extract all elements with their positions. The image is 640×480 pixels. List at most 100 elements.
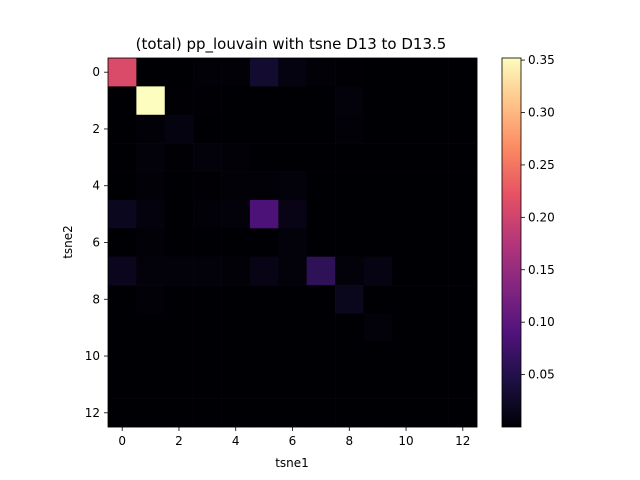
x-tick-label: 8 <box>345 434 353 448</box>
x-axis-label: tsne1 <box>275 456 309 470</box>
heatmap-cell <box>306 256 336 286</box>
heatmap-cell <box>164 199 194 229</box>
heatmap-cell <box>278 143 307 172</box>
x-tick-label: 4 <box>232 434 240 448</box>
y-axis-ticks: 0 2 4 6 8 10 12 <box>85 65 108 420</box>
heatmap-cell <box>306 143 336 172</box>
heatmap-cell <box>420 171 449 201</box>
heatmap-cell <box>420 199 449 229</box>
heatmap-cell <box>391 285 421 314</box>
heatmap-cell <box>391 228 421 257</box>
heatmap-cell <box>249 143 279 172</box>
heatmap-cell <box>420 370 449 399</box>
colorbar-tick-label: 0.35 <box>528 53 555 67</box>
heatmap-cell <box>335 256 364 286</box>
heatmap-cell <box>136 58 166 87</box>
heatmap-cell <box>249 86 279 116</box>
heatmap-cell <box>448 199 478 229</box>
heatmap-cell <box>136 341 166 371</box>
colorbar-tick-label: 0.30 <box>528 106 555 120</box>
heatmap-cell <box>164 143 194 172</box>
heatmap-cell <box>249 256 279 286</box>
heatmap-cell <box>448 86 478 116</box>
heatmap-cell <box>249 171 279 201</box>
heatmap-cell <box>335 370 364 399</box>
y-axis-label: tsne2 <box>61 225 75 259</box>
heatmap-cell <box>249 398 279 428</box>
heatmap-cell <box>448 114 478 144</box>
heatmap-cell <box>448 228 478 257</box>
heatmap-cell <box>164 256 194 286</box>
heatmap-cell <box>278 199 307 229</box>
heatmap-cell <box>448 58 478 87</box>
heatmap-cell <box>448 256 478 286</box>
heatmap-cell <box>363 171 393 201</box>
heatmap-cell <box>448 171 478 201</box>
heatmap-cell <box>193 86 222 116</box>
heatmap-cell <box>363 313 393 343</box>
heatmap-cell <box>306 86 336 116</box>
heatmap-cell <box>306 370 336 399</box>
heatmap-cell <box>136 285 166 314</box>
heatmap-cell <box>335 199 364 229</box>
heatmap-cell <box>391 86 421 116</box>
heatmap-cell <box>108 228 137 257</box>
heatmap-cell <box>221 58 251 87</box>
heatmap-cell <box>136 199 166 229</box>
heatmap-cell <box>363 228 393 257</box>
heatmap-cell <box>448 341 478 371</box>
heatmap-cell <box>221 199 251 229</box>
heatmap-cell <box>278 228 307 257</box>
x-axis-ticks: 0 2 4 6 8 10 12 <box>118 427 470 448</box>
heatmap-cell <box>420 398 449 428</box>
heatmap-cell <box>363 58 393 87</box>
x-tick-label: 2 <box>175 434 183 448</box>
heatmap-cell <box>221 285 251 314</box>
heatmap-cell <box>221 171 251 201</box>
heatmap-cell <box>278 341 307 371</box>
heatmap-cell <box>363 199 393 229</box>
heatmap-cell <box>108 199 137 229</box>
heatmap-cell <box>306 58 336 87</box>
heatmap-cell <box>335 313 364 343</box>
heatmap-cell <box>221 228 251 257</box>
heatmap-cell <box>249 313 279 343</box>
colorbar-tick-label: 0.10 <box>528 315 555 329</box>
colorbar-tick-label: 0.25 <box>528 158 555 172</box>
heatmap-cell <box>335 171 364 201</box>
heatmap-cell <box>335 58 364 87</box>
heatmap-cell <box>193 114 222 144</box>
heatmap-cell <box>335 228 364 257</box>
heatmap-cell <box>335 341 364 371</box>
heatmap-cell <box>221 86 251 116</box>
heatmap-cell <box>363 256 393 286</box>
heatmap-cell <box>249 228 279 257</box>
heatmap-cell <box>363 341 393 371</box>
heatmap-cell <box>391 114 421 144</box>
y-tick-label: 12 <box>85 406 100 420</box>
heatmap-cell <box>391 341 421 371</box>
heatmap-cell <box>164 370 194 399</box>
y-tick-label: 10 <box>85 349 100 363</box>
heatmap-cell <box>108 313 137 343</box>
heatmap-cell <box>193 58 222 87</box>
heatmap-cell <box>164 58 194 87</box>
heatmap-cell <box>193 199 222 229</box>
heatmap-cell <box>108 370 137 399</box>
y-tick-label: 0 <box>92 65 100 79</box>
heatmap-cell <box>108 341 137 371</box>
heatmap-cell <box>164 171 194 201</box>
colorbar-ticks: 0.05 0.10 0.15 0.20 0.25 0.30 0.35 <box>521 53 555 382</box>
heatmap-cell <box>164 398 194 428</box>
heatmap-cell <box>108 171 137 201</box>
heatmap-cell <box>278 114 307 144</box>
heatmap-cell <box>420 114 449 144</box>
heatmap-cell <box>221 398 251 428</box>
heatmap-cell <box>193 143 222 172</box>
heatmap-cell <box>164 228 194 257</box>
heatmap-cell <box>448 143 478 172</box>
heatmap-cell <box>108 285 137 314</box>
heatmap-cell <box>249 114 279 144</box>
heatmap-cell <box>221 256 251 286</box>
